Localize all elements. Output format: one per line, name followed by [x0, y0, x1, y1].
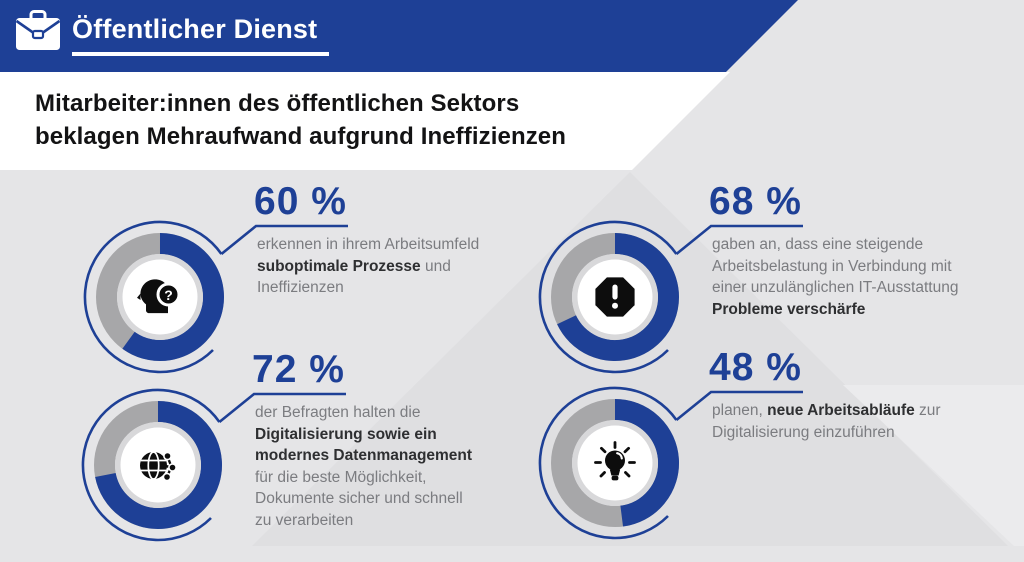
percent-label: 48 %	[709, 346, 802, 389]
header-band	[0, 0, 798, 72]
donut-value-arc	[614, 399, 680, 527]
head-question-icon: ?	[137, 279, 181, 314]
donut-outer-arc	[538, 220, 678, 374]
stat-block: ?	[78, 180, 558, 386]
donut-value-arc	[95, 401, 222, 529]
percent-label: 60 %	[254, 180, 347, 223]
donut-chart: ?	[538, 386, 803, 540]
stat-block: ?	[533, 180, 1013, 386]
infographic-title-line1: Mitarbeiter:innen des öffentlichen Sekto…	[35, 90, 520, 117]
app-title: Öffentlicher Dienst	[72, 14, 318, 44]
svg-text:?: ?	[164, 287, 173, 303]
infographic-title: Mitarbeiter:innen des öffentlichen Sekto…	[35, 87, 566, 153]
percent-label: 72 %	[252, 348, 345, 391]
brand	[14, 10, 62, 57]
leader-line	[675, 224, 803, 256]
stat-description: planen, neue Arbeitsabläufe zur Digitalis…	[712, 402, 941, 441]
donut-outer-arc	[81, 388, 221, 542]
leader-line	[675, 390, 803, 422]
donut-chart: ?	[538, 220, 803, 374]
infographic-title-line2: beklagen Mehraufwand aufgrund Ineffizien…	[35, 123, 567, 150]
donut-value-arc	[557, 233, 679, 361]
percent-label: 68 %	[709, 180, 802, 223]
leader-line	[220, 224, 348, 256]
donut-chart: ?	[81, 388, 346, 542]
stat-description: der Befragten halten die Digitalisierung …	[255, 404, 473, 529]
leader-line	[218, 392, 346, 424]
donut-outer-arc	[538, 386, 678, 540]
heading-band	[0, 72, 730, 170]
donut-value-arc	[122, 233, 224, 361]
stat-description: gaben an, dass eine steigende Arbeitsbela…	[712, 236, 959, 318]
donut-outer-arc	[83, 220, 223, 374]
stat-block: ?	[76, 348, 556, 554]
donut-chart: ?	[83, 220, 348, 374]
app-title-underline	[72, 52, 329, 56]
alert-octagon-icon	[595, 277, 635, 317]
lightbulb-icon	[594, 441, 636, 481]
globe-network-icon	[140, 451, 177, 482]
stat-block: ?	[533, 346, 1013, 552]
stat-description: erkennen in ihrem Arbeitsumfeld suboptima…	[257, 236, 480, 296]
briefcase-icon	[15, 10, 61, 50]
